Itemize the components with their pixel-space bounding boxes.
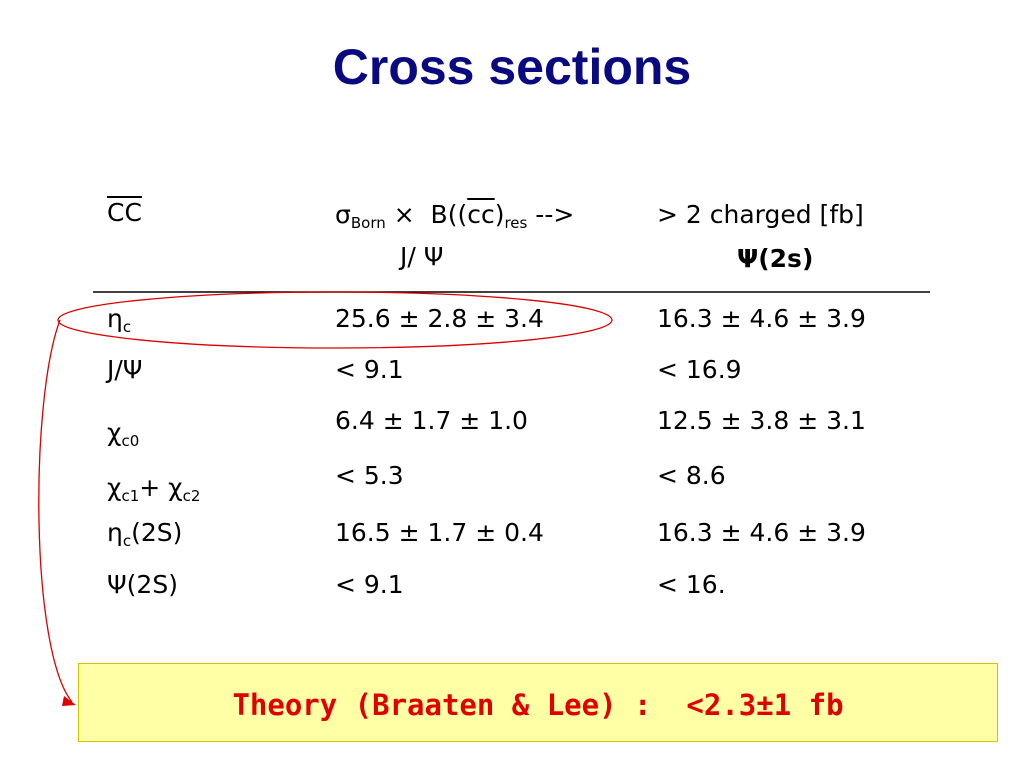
arrow-head: [62, 696, 76, 706]
subscript: c: [122, 532, 132, 550]
row-label: Ψ(2S): [107, 572, 178, 597]
text-segment: η: [107, 304, 123, 333]
table-cell: < 16.: [657, 570, 726, 599]
table-cell: < 9.1: [335, 355, 404, 384]
table-cell: 16.5 ± 1.7 ± 0.4: [335, 518, 544, 547]
table-cell: 25.6 ± 2.8 ± 3.4: [335, 304, 544, 333]
header-cell: Ψ(2s): [737, 244, 814, 273]
note-box: Theory (Braaten & Lee) : <2.3±1 fb: [78, 663, 998, 742]
row-label: χc1+ χc2: [107, 475, 200, 504]
row-label: χc0: [107, 420, 139, 449]
row-label: ηc(2S): [107, 520, 182, 549]
header-cell: CC: [107, 200, 142, 225]
note: Theory (Braaten & Lee) : <2.3±1 fb: [232, 688, 844, 722]
text-segment: ): [494, 200, 505, 229]
text-segment: χ: [107, 473, 122, 502]
table-cell: < 5.3: [335, 461, 404, 490]
text-segment: η: [107, 518, 123, 547]
highlight-ellipse: [57, 291, 613, 349]
text-segment: χ: [107, 418, 122, 447]
subscript: c0: [121, 432, 140, 450]
subscript: Born: [350, 214, 386, 232]
subscript: c2: [182, 487, 201, 505]
table-cell: 6.4 ± 1.7 ± 1.0: [335, 406, 528, 435]
table-cell: 16.3 ± 4.6 ± 3.9: [657, 304, 866, 333]
subscript: c1: [121, 487, 140, 505]
subscript: res: [504, 214, 528, 232]
text-segment: Ψ(2S): [107, 570, 178, 599]
text-segment: σ: [335, 200, 351, 229]
text-segment: cc: [467, 200, 495, 229]
arrow: [38, 319, 73, 703]
subscript: c: [122, 318, 132, 336]
text-segment: × B((: [385, 200, 468, 229]
table-cell: < 8.6: [657, 461, 726, 490]
header-cell: J/ Ψ: [400, 242, 444, 271]
table-cell: < 16.9: [657, 355, 742, 384]
text-segment: + χ: [139, 473, 183, 502]
row-label: ηc: [107, 306, 131, 335]
table-cell: < 9.1: [335, 570, 404, 599]
table-cell: 16.3 ± 4.6 ± 3.9: [657, 518, 866, 547]
text-segment: CC: [107, 198, 142, 227]
text-segment: J/Ψ: [107, 355, 143, 384]
slide-title: Cross sections: [332, 39, 692, 95]
header-cell: > 2 charged [fb]: [657, 200, 864, 229]
table-cell: 12.5 ± 3.8 ± 3.1: [657, 406, 866, 435]
text-segment: -->: [527, 200, 575, 229]
text-segment: (2S): [131, 518, 183, 547]
row-label: J/Ψ: [107, 357, 142, 382]
header-cell: σBorn × B((cc)res -->: [335, 202, 574, 231]
